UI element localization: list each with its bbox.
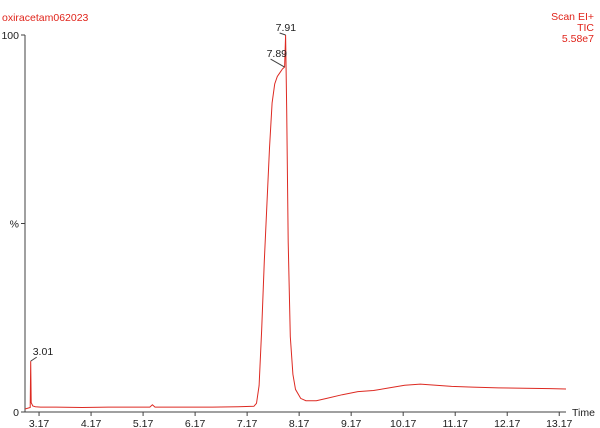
- y-tick-label: 0: [13, 407, 19, 419]
- peak-label: 7.91: [276, 22, 297, 34]
- trace-type: TIC: [577, 22, 594, 34]
- x-tick-label: 11.17: [442, 418, 468, 428]
- x-tick-label: 12.17: [494, 418, 520, 428]
- x-tick-label: 9.17: [341, 418, 362, 428]
- x-ticks: 3.17 4.17 5.17 6.17 7.17 8.17 9.17 10.17 11.17 12…: [29, 412, 573, 428]
- peak-label: 7.89: [267, 48, 288, 60]
- peak-labels: 3.01 7.89 7.91: [30, 22, 297, 362]
- y-tick-label: 100: [1, 30, 19, 42]
- peak-leader-line: [270, 58, 285, 68]
- sample-name: oxiracetam062023: [2, 12, 89, 24]
- axes: [24, 35, 566, 413]
- tic-trace-line: [24, 34, 567, 410]
- x-tick-label: 5.17: [133, 418, 154, 428]
- peak-leader-line: [30, 356, 37, 362]
- x-tick-label: 10.17: [390, 418, 416, 428]
- x-tick-label: 3.17: [29, 418, 50, 428]
- scan-mode: Scan EI+: [551, 11, 594, 23]
- y-tick-label: %: [10, 219, 19, 231]
- x-tick-label: 6.17: [185, 418, 206, 428]
- peak-label: 3.01: [33, 346, 54, 358]
- x-tick-label: 7.17: [237, 418, 258, 428]
- scan-info: Scan EI+ TIC 5.58e7: [551, 12, 594, 45]
- max-intensity: 5.58e7: [561, 33, 594, 45]
- x-tick-label: 4.17: [81, 418, 102, 428]
- x-tick-label: 13.17: [546, 418, 572, 428]
- peak-leader-line: [279, 32, 286, 36]
- x-tick-label: 8.17: [289, 418, 310, 428]
- x-axis-label: Time: [572, 407, 595, 419]
- y-ticks: 0% 100: [1, 30, 25, 419]
